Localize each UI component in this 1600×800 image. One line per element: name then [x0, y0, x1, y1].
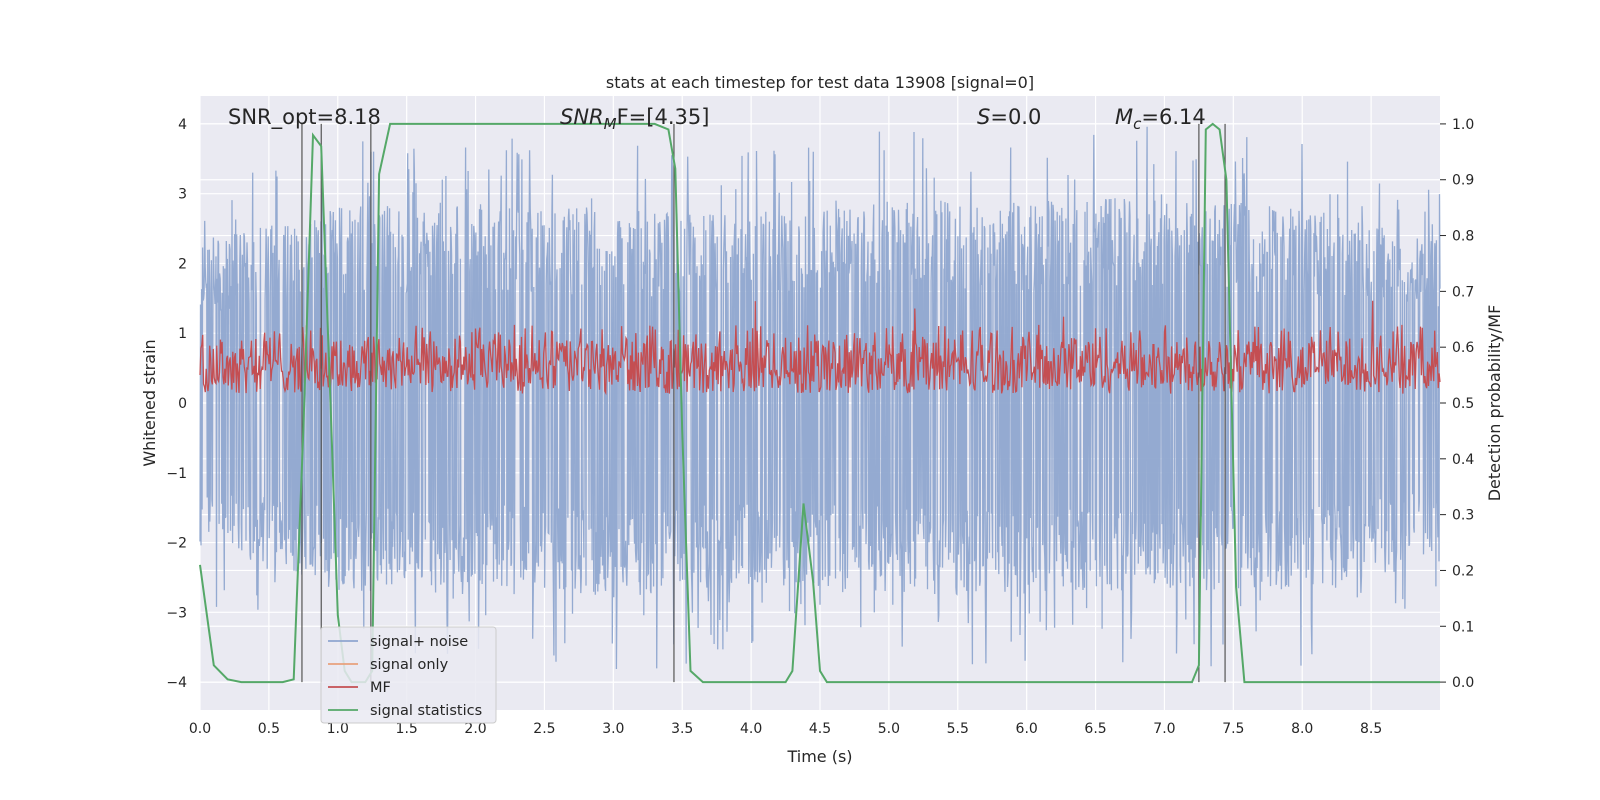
x-axis-label: Time (s): [786, 747, 852, 766]
x-tick-label: 8.0: [1291, 721, 1313, 737]
legend-label-signal-noise: signal+ noise: [370, 634, 468, 650]
y-axis-left-ticks: −4 −3 −2 −1 0 1 2 3 4: [166, 117, 187, 691]
y-right-tick-label: 0.5: [1452, 396, 1474, 412]
annotation-snr-mf-rest: F=[4.35]: [617, 105, 710, 129]
x-tick-label: 0.5: [258, 721, 280, 737]
x-tick-label: 1.5: [396, 721, 418, 737]
x-tick-label: 5.5: [947, 721, 969, 737]
y-left-tick-label: −2: [166, 536, 187, 552]
data-layer: [199, 122, 1441, 684]
annotation-s-rest: =0.0: [990, 105, 1041, 129]
annotation-mc: Mc=6.14: [1115, 105, 1206, 133]
annotation-s-italic: S: [977, 105, 990, 129]
series-mf-line: [199, 300, 1441, 396]
x-axis-ticks: 0.0 0.5 1.0 1.5 2.0 2.5 3.0 3.5 4.0 4.5 5.0 5.5 6.0 6…: [189, 721, 1382, 737]
annotation-mc-sub: c: [1133, 115, 1142, 133]
y-right-tick-label: 1.0: [1452, 117, 1474, 133]
x-tick-label: 6.5: [1084, 721, 1106, 737]
legend-box: [320, 626, 497, 724]
annotation-snr-mf: SNRMF=[4.35]: [560, 105, 709, 133]
y-axis-right-label: Detection probability/MF: [1485, 305, 1504, 502]
annotation-snr-mf-main: SNR: [560, 105, 604, 129]
legend-label-signal-only: signal only: [370, 657, 449, 673]
chart-title: stats at each timestep for test data 139…: [606, 73, 1034, 92]
y-left-tick-label: 2: [178, 256, 187, 272]
y-left-tick-label: 0: [178, 396, 187, 412]
y-right-tick-label: 0.4: [1452, 452, 1474, 468]
y-left-tick-label: 1: [178, 326, 187, 342]
annotation-snr-opt: SNR_opt=8.18: [228, 105, 381, 130]
y-left-tick-label: 4: [178, 117, 187, 133]
x-tick-label: 6.0: [1016, 721, 1038, 737]
series-signal-statistics-line: [199, 122, 1440, 684]
x-tick-label: 0.0: [189, 721, 211, 737]
annotation-mc-rest: =6.14: [1141, 105, 1205, 129]
legend-label-signal-statistics: signal statistics: [370, 703, 482, 719]
legend: signal+ noise signal only MF signal stat…: [320, 626, 497, 724]
x-tick-label: 4.0: [740, 721, 762, 737]
y-right-tick-label: 0.3: [1452, 508, 1474, 524]
x-tick-label: 8.5: [1360, 721, 1382, 737]
x-tick-label: 3.5: [671, 721, 693, 737]
series-signal-noise-line: [199, 126, 1441, 670]
y-left-tick-label: −4: [166, 675, 187, 691]
x-tick-label: 5.0: [878, 721, 900, 737]
annotation-mc-main: M: [1115, 105, 1133, 129]
y-left-tick-label: −1: [166, 466, 187, 482]
y-left-tick-label: 3: [178, 187, 187, 203]
y-axis-right-ticks: 0.0 0.1 0.2 0.3 0.4 0.5 0.6 0.7 0.8 0.9 1.0: [1440, 117, 1474, 691]
annotation-s: S=0.0: [977, 105, 1041, 129]
y-axis-left-label: Whitened strain: [140, 339, 159, 466]
x-tick-label: 7.0: [1153, 721, 1175, 737]
x-tick-label: 3.0: [602, 721, 624, 737]
x-tick-label: 1.0: [327, 721, 349, 737]
x-tick-label: 2.0: [464, 721, 486, 737]
y-left-tick-label: −3: [166, 605, 187, 621]
y-right-tick-label: 0.9: [1452, 173, 1474, 189]
y-right-tick-label: 0.0: [1452, 675, 1474, 691]
legend-label-mf: MF: [370, 680, 391, 696]
y-right-tick-label: 0.1: [1452, 619, 1474, 635]
annotation-snr-mf-sub: M: [604, 115, 617, 133]
y-right-tick-label: 0.7: [1452, 284, 1474, 300]
y-right-tick-label: 0.2: [1452, 563, 1474, 579]
y-right-tick-label: 0.6: [1452, 340, 1474, 356]
x-tick-label: 7.5: [1222, 721, 1244, 737]
x-tick-label: 4.5: [809, 721, 831, 737]
x-tick-label: 2.5: [533, 721, 555, 737]
y-right-tick-label: 0.8: [1452, 229, 1474, 245]
